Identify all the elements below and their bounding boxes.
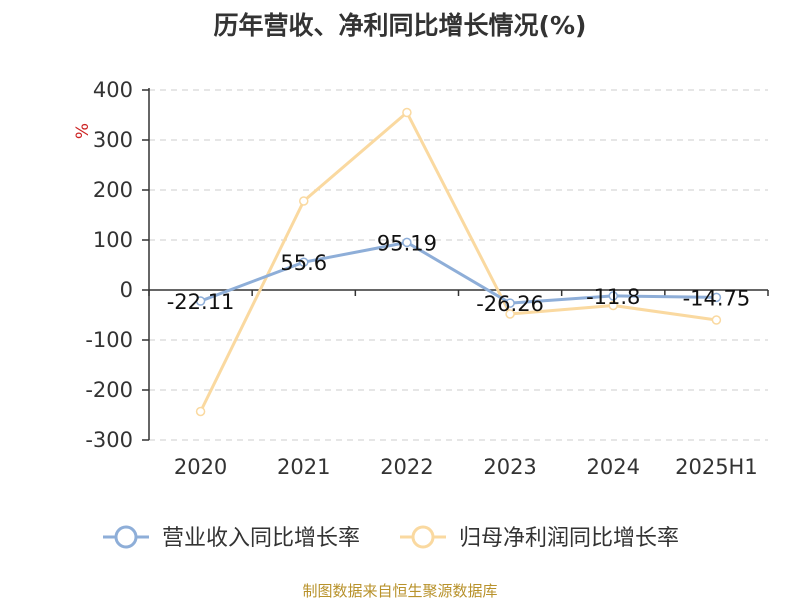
data-label: -11.8 [586,285,640,309]
grid-lines [142,89,768,441]
data-point [711,292,722,303]
data-label: 95.19 [377,231,437,255]
y-tick-label: -200 [85,378,133,402]
legend: 营业收入同比增长率 归母净利润同比增长率 [103,525,679,551]
series-line-0 [200,240,717,305]
legend-item-profit[interactable]: 归母净利润同比增长率 [400,525,679,551]
y-tick-labels: 400 300 200 100 0 -100 -200 -300 [85,78,133,452]
legend-label-revenue: 营业收入同比增长率 [162,526,360,551]
y-tick-label: 300 [93,128,133,152]
x-tick-label: 2025H1 [675,455,758,479]
x-tick-label: 2021 [277,455,330,479]
x-tick-label: 2022 [380,455,433,479]
data-point [195,296,206,306]
x-tick-labels: 2020 2021 2022 2023 2024 2025H1 [174,455,758,479]
x-tick-label: 2023 [483,455,536,479]
series-line-1 [199,111,717,413]
y-tick-label: 200 [93,178,133,202]
legend-marker-profit [411,525,435,549]
data-point [608,291,618,301]
data-point [505,298,515,308]
data-point [195,406,206,417]
data-point [608,300,618,311]
data-point [299,257,309,267]
data-point [505,309,515,319]
series-group [195,107,722,417]
data-point [299,196,309,206]
data-label: -22.11 [167,290,235,314]
y-tick-label: 0 [120,278,133,302]
data-labels: -22.11 55.6 95.19 -26.26 -11.8 -14.75 [167,231,751,316]
data-label: -26.26 [476,292,544,316]
data-point [711,315,722,325]
data-point [402,237,412,248]
axes [148,88,769,440]
y-tick-label: 400 [93,78,133,102]
source-note: 制图数据来自恒生聚源数据库 [302,582,497,600]
data-point [402,107,412,118]
y-tick-label: 100 [93,228,133,252]
x-tick-label: 2024 [587,455,640,479]
y-tick-label: -300 [85,428,133,452]
data-label: 55.6 [280,251,327,275]
legend-item-revenue[interactable]: 营业收入同比增长率 [103,525,360,551]
x-tick-label: 2020 [174,455,227,479]
y-tick-label: -100 [85,328,133,352]
y-axis-unit: % [73,123,93,139]
legend-marker-revenue [114,525,138,549]
legend-label-profit: 归母净利润同比增长率 [459,526,679,551]
data-label: -14.75 [683,286,751,310]
chart-title: 历年营收、净利同比增长情况(%) [214,11,587,40]
